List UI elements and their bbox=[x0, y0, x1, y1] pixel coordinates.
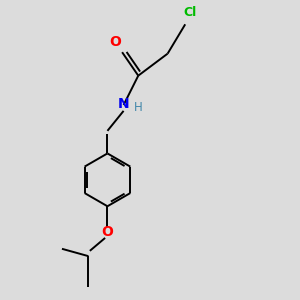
Text: N: N bbox=[118, 97, 129, 110]
Text: O: O bbox=[110, 35, 122, 49]
Text: Cl: Cl bbox=[184, 6, 197, 19]
Text: O: O bbox=[101, 225, 113, 239]
Text: H: H bbox=[134, 101, 142, 114]
